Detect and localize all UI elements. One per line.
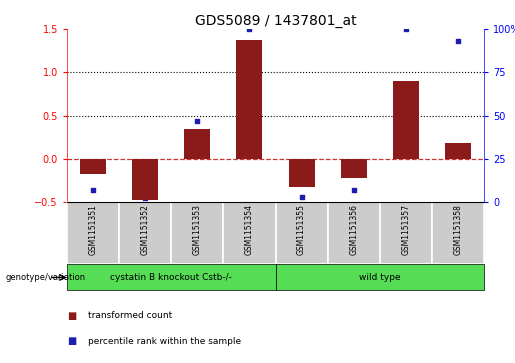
Point: [298, 194, 306, 200]
Text: GSM1151357: GSM1151357: [401, 204, 410, 255]
Bar: [67, 202, 119, 264]
Text: GSM1151351: GSM1151351: [89, 204, 97, 255]
Point: [89, 187, 97, 193]
Point: [350, 187, 358, 193]
Text: GSM1151356: GSM1151356: [349, 204, 358, 255]
Bar: [67, 264, 276, 290]
Text: percentile rank within the sample: percentile rank within the sample: [88, 337, 241, 346]
Text: transformed count: transformed count: [88, 311, 172, 320]
Bar: [119, 202, 171, 264]
Bar: [276, 264, 484, 290]
Text: GSM1151358: GSM1151358: [454, 204, 462, 255]
Point: [141, 199, 149, 205]
Point: [454, 38, 462, 44]
Bar: [132, 159, 158, 200]
Text: ■: ■: [67, 336, 76, 346]
Text: genotype/variation: genotype/variation: [5, 273, 85, 282]
Bar: [328, 202, 380, 264]
Text: wild type: wild type: [359, 273, 401, 282]
Title: GDS5089 / 1437801_at: GDS5089 / 1437801_at: [195, 14, 356, 28]
Text: GSM1151355: GSM1151355: [297, 204, 306, 255]
Text: GSM1151352: GSM1151352: [141, 204, 150, 255]
Bar: [236, 40, 263, 159]
Bar: [393, 81, 419, 159]
Bar: [445, 143, 471, 159]
Text: GSM1151354: GSM1151354: [245, 204, 254, 255]
Bar: [184, 130, 210, 159]
Point: [193, 118, 201, 124]
Bar: [80, 159, 106, 174]
Text: cystatin B knockout Cstb-/-: cystatin B knockout Cstb-/-: [110, 273, 232, 282]
Bar: [432, 202, 484, 264]
Bar: [276, 202, 328, 264]
Bar: [341, 159, 367, 178]
Text: ■: ■: [67, 311, 76, 321]
Bar: [380, 202, 432, 264]
Bar: [224, 202, 276, 264]
Bar: [171, 202, 224, 264]
Point: [245, 26, 253, 32]
Point: [402, 26, 410, 32]
Text: GSM1151353: GSM1151353: [193, 204, 202, 255]
Bar: [288, 159, 315, 187]
